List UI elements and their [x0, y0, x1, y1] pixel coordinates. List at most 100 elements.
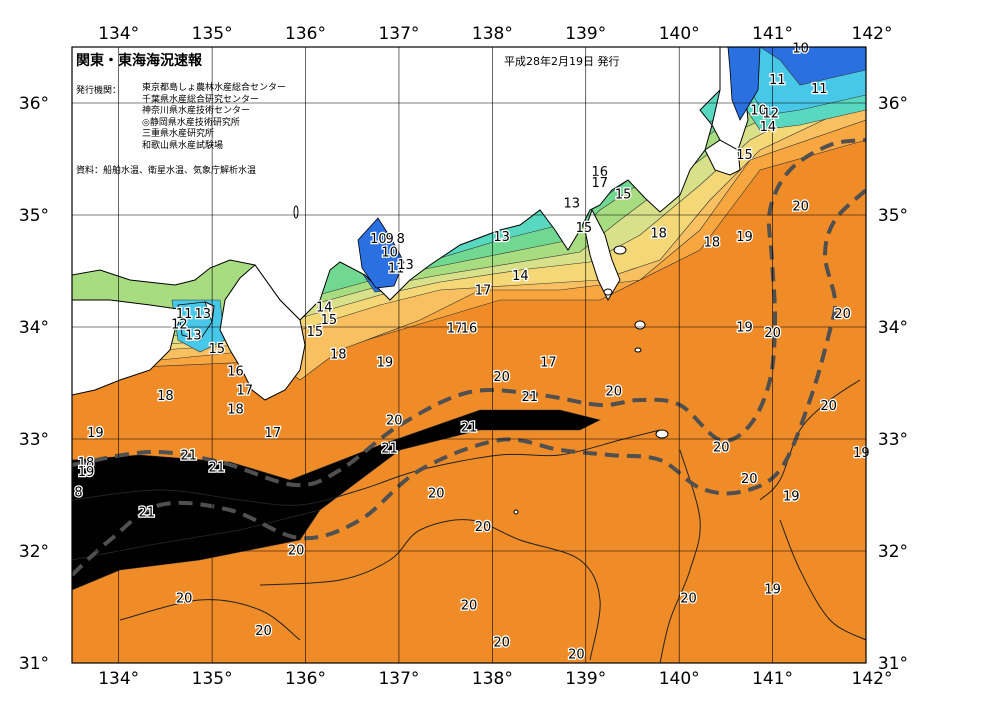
contour-label: 15	[209, 342, 226, 357]
contour-label: 21	[138, 505, 155, 520]
contour-label: 18	[330, 348, 347, 363]
contour-label: 18	[227, 402, 244, 417]
land-mass	[219, 264, 306, 401]
issuer-label: 発行機関：	[76, 86, 122, 96]
contour-label: 20	[176, 592, 193, 607]
contour-label: 15	[307, 325, 324, 340]
map-layers	[72, 47, 866, 663]
contour-label: 20	[713, 440, 730, 455]
contour-label: 19	[78, 465, 95, 480]
contour-label: 15	[321, 313, 338, 328]
graticule	[72, 47, 866, 663]
contour-label: 21	[180, 448, 197, 463]
latitude-label-right: 31°	[878, 654, 908, 674]
contour-label: 17	[475, 284, 492, 299]
isotherm-line	[779, 519, 866, 641]
contour-label: 15	[615, 187, 632, 202]
longitude-label-bottom: 141°	[752, 669, 793, 689]
contour-label: 13	[563, 196, 580, 211]
contour-label: 20	[606, 384, 623, 399]
contour-label: 20	[741, 472, 758, 487]
contour-label: 20	[475, 520, 492, 535]
contour-label: 20	[764, 326, 781, 341]
contour-label: 11	[811, 82, 828, 97]
contour-label: 18	[704, 236, 721, 251]
longitude-label-top: 135°	[192, 24, 233, 44]
latitude-label-left: 34°	[19, 318, 49, 338]
longitude-label-top: 141°	[752, 24, 793, 44]
contour-label: 9	[385, 232, 393, 247]
longitude-label-bottom: 142°	[852, 669, 893, 689]
contour-label: 19	[377, 355, 394, 370]
northern-cold-water	[727, 47, 761, 121]
contour-label: 20	[568, 648, 585, 663]
longitude-label-bottom: 138°	[472, 669, 513, 689]
contour-label: 19	[736, 230, 753, 245]
issuer-item: 東京都島しょ農林水産総合センター	[142, 83, 287, 93]
contour-label: 13	[195, 307, 212, 322]
contour-label: 16	[227, 364, 244, 379]
latitude-label-left: 33°	[19, 430, 49, 450]
issuer-list: 東京都島しょ農林水産総合センター 千葉県水産総合研究センター 神奈川県水産技術セ…	[142, 83, 286, 153]
contour-label: 19	[783, 490, 800, 505]
contour-label: 12	[171, 317, 188, 332]
contour-label: 20	[680, 592, 697, 607]
contour-label: 11	[388, 261, 405, 276]
contour-label: 8	[397, 232, 405, 247]
contour-label: 20	[288, 544, 305, 559]
isotherm-line	[259, 519, 601, 661]
isotherm-line	[119, 599, 301, 641]
contour-label: 20	[820, 399, 837, 414]
map-frame	[71, 46, 867, 664]
longitude-label-top: 137°	[378, 24, 419, 44]
longitude-label-top: 138°	[472, 24, 513, 44]
contour-label: 20	[792, 200, 809, 215]
contour-label: 11	[176, 307, 193, 322]
contour-label: 21	[381, 442, 398, 457]
issuer-item: ◎静岡県水産技術研究所	[142, 117, 240, 128]
contour-label: 16	[461, 322, 478, 337]
contour-label: 12	[762, 107, 779, 122]
issuer-item: 千葉県水産総合研究センター	[142, 94, 260, 105]
osaka-bay	[177, 301, 213, 341]
isotherm-line	[759, 379, 861, 501]
issuer-item: 三重県水産研究所	[142, 129, 215, 140]
contour-label: 13	[397, 258, 414, 273]
contour-label: 14	[316, 300, 333, 315]
data-source: 資料：船舶水温、衛星水温、気象庁解析水温	[76, 166, 257, 176]
island	[655, 429, 669, 439]
contour-label: 10	[381, 246, 398, 261]
longitude-label-top: 134°	[98, 24, 139, 44]
contour-label: 21	[209, 461, 226, 476]
contour-label: 13	[493, 230, 510, 245]
temperature-band	[759, 47, 866, 86]
longitude-label-top: 140°	[659, 24, 700, 44]
contour-label: 17	[237, 383, 254, 398]
map-title: 関東・東海海況速報	[76, 53, 202, 69]
latitude-label-left: 32°	[19, 542, 49, 562]
issue-date: 平成28年2月19日 発行	[504, 55, 620, 68]
isotherm-line	[72, 429, 661, 506]
contour-label: 10	[792, 42, 809, 57]
land-mass	[72, 47, 721, 321]
contour-label: 20	[493, 370, 510, 385]
land-mass	[584, 208, 621, 302]
contour-label: 18	[157, 389, 174, 404]
longitude-label-top: 139°	[565, 24, 606, 44]
land-mass	[72, 299, 186, 396]
contour-label: 10	[750, 103, 767, 118]
contour-label: 15	[736, 148, 753, 163]
island	[634, 320, 646, 330]
contour-label: 20	[428, 486, 445, 501]
contour-label: 15	[576, 221, 593, 236]
island	[603, 288, 613, 296]
contour-label: 21	[521, 390, 538, 405]
latitude-label-right: 36°	[878, 94, 908, 114]
contour-label: 17	[540, 355, 557, 370]
latitude-label-right: 35°	[878, 206, 908, 226]
island	[513, 509, 519, 515]
longitude-label-bottom: 140°	[659, 669, 700, 689]
contour-label: 14	[512, 269, 529, 284]
longitude-label-bottom: 139°	[565, 669, 606, 689]
island	[634, 347, 642, 353]
